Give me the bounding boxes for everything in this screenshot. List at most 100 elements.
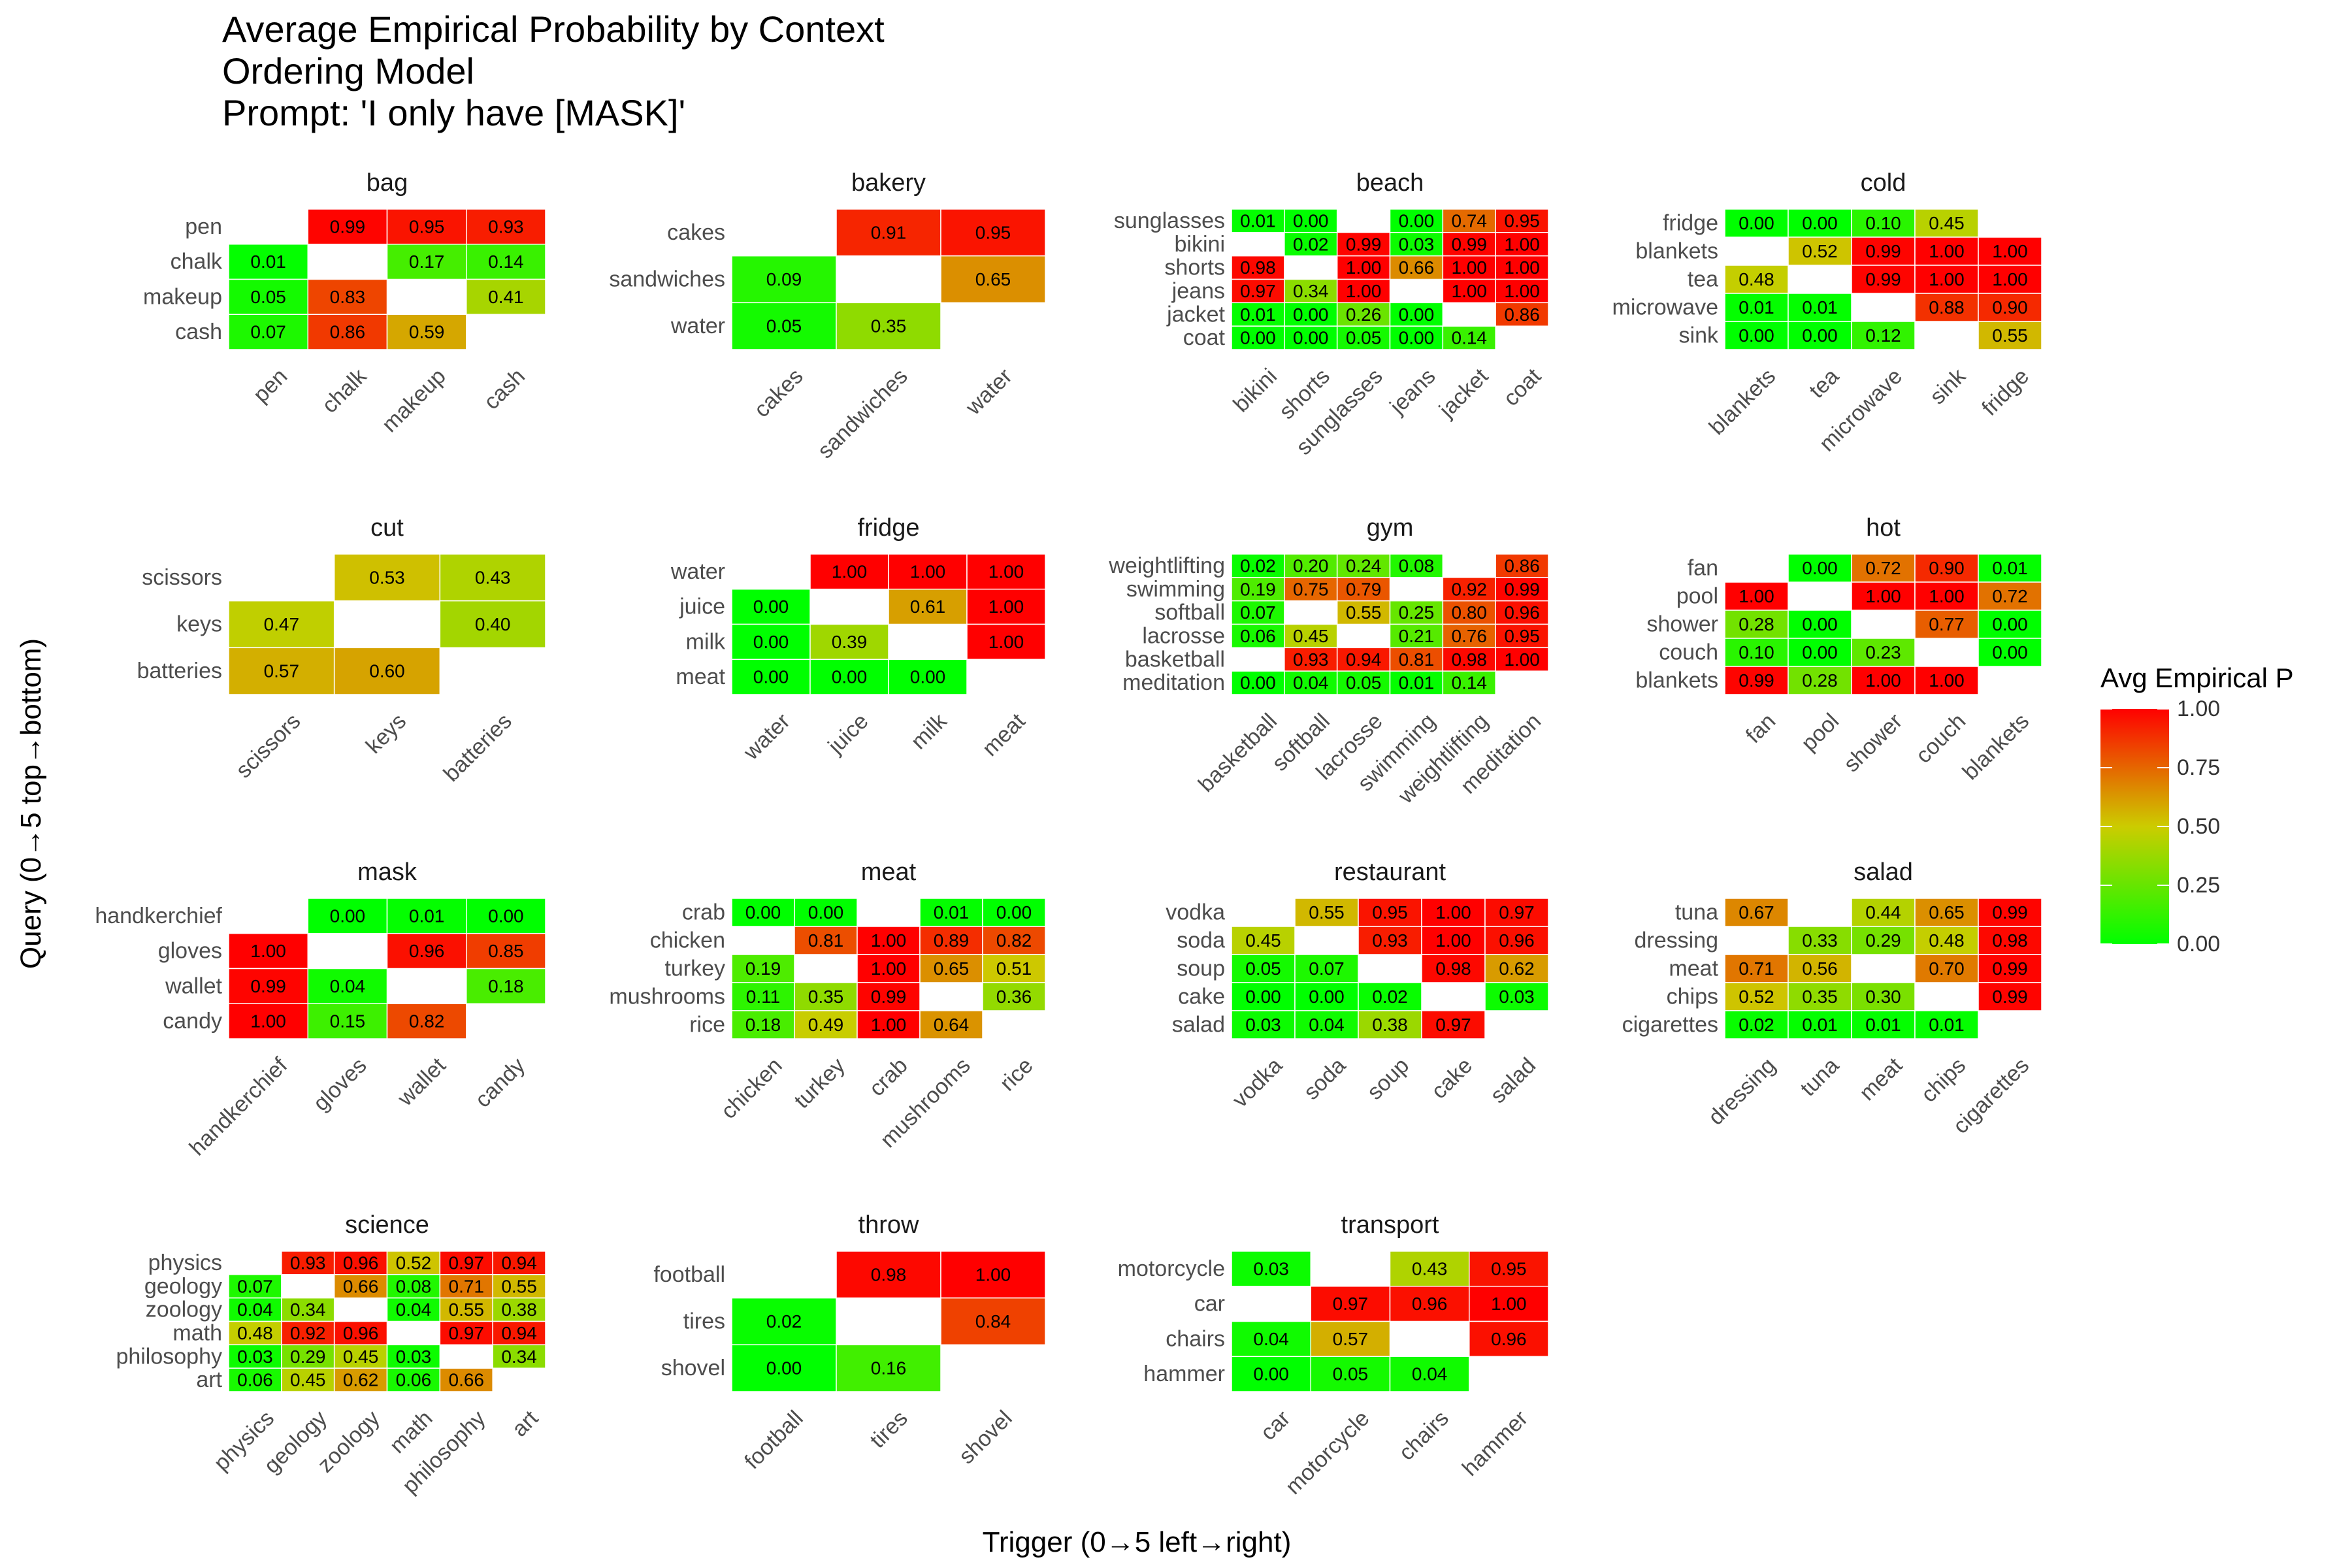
y-tick-label: cigarettes bbox=[1622, 1013, 1718, 1037]
y-tick-label: fridge bbox=[1663, 211, 1718, 236]
x-tick-label: chicken bbox=[716, 1053, 787, 1124]
y-tick-label: sink bbox=[1679, 323, 1719, 348]
cell-value-label: 0.19 bbox=[1240, 579, 1276, 599]
heatmap-cell bbox=[836, 208, 941, 257]
x-axis-label: Trigger (0→5 left→right) bbox=[983, 1526, 1292, 1558]
x-tick-label: blankets bbox=[1705, 364, 1780, 440]
cell-value-label: 1.00 bbox=[871, 958, 907, 979]
y-tick-label: swimming bbox=[1126, 577, 1225, 602]
y-tick-label: art bbox=[196, 1367, 222, 1392]
heatmap-cell bbox=[1284, 208, 1338, 233]
heatmap-cell bbox=[1788, 1010, 1852, 1039]
cell-value-label: 0.34 bbox=[501, 1347, 537, 1367]
x-tick-label: salad bbox=[1486, 1053, 1541, 1108]
heatmap-cell bbox=[1284, 577, 1338, 602]
heatmap-cell bbox=[1495, 255, 1549, 280]
cell-value-label: 0.34 bbox=[1293, 281, 1329, 301]
cell-value-label: 0.48 bbox=[1929, 930, 1965, 951]
x-tick-label: shower bbox=[1839, 709, 1907, 777]
facet-mask: maskhandkerchiefgloveswalletcandyhandker… bbox=[95, 858, 546, 1160]
cell-value-label: 0.00 bbox=[1240, 328, 1276, 348]
cell-value-label: 0.99 bbox=[1504, 579, 1540, 599]
cell-value-label: 0.00 bbox=[745, 902, 781, 923]
facet-salad: saladtunadressingmeatchipscigarettesdres… bbox=[1622, 858, 2042, 1139]
cell-value-label: 0.07 bbox=[237, 1276, 273, 1296]
cell-value-label: 0.00 bbox=[1802, 325, 1838, 346]
facet-meat: meatcrabchickenturkeymushroomsricechicke… bbox=[609, 858, 1046, 1152]
heatmap-cell bbox=[1421, 898, 1486, 927]
y-tick-label: chairs bbox=[1166, 1326, 1225, 1351]
cell-value-label: 0.17 bbox=[409, 252, 445, 272]
y-tick-label: physics bbox=[148, 1250, 222, 1275]
cell-value-label: 0.94 bbox=[501, 1323, 537, 1343]
heatmap-cell bbox=[1495, 553, 1549, 578]
x-tick-label: shovel bbox=[954, 1406, 1017, 1469]
y-tick-label: shorts bbox=[1164, 255, 1225, 280]
cell-value-label: 0.62 bbox=[1499, 958, 1535, 979]
cell-value-label: 1.00 bbox=[1452, 257, 1488, 278]
heatmap-cell bbox=[966, 589, 1046, 625]
cell-value-label: 0.55 bbox=[501, 1276, 537, 1296]
heatmap-cell bbox=[1978, 553, 2042, 583]
x-tick-label: football bbox=[740, 1406, 808, 1474]
heatmap-cell bbox=[1724, 638, 1789, 667]
cell-value-label: 0.01 bbox=[1802, 1015, 1838, 1035]
y-tick-label: shovel bbox=[661, 1356, 725, 1380]
heatmap-cell bbox=[1389, 325, 1444, 350]
facet-strip-label: bag bbox=[367, 169, 408, 197]
heatmap-cell bbox=[386, 314, 467, 350]
heatmap-cell bbox=[731, 659, 811, 695]
heatmap-cell bbox=[1724, 581, 1789, 611]
cell-value-label: 0.98 bbox=[1435, 958, 1471, 979]
cell-value-label: 0.20 bbox=[1293, 555, 1329, 576]
heatmap-cell bbox=[1914, 237, 1979, 266]
cell-value-label: 0.97 bbox=[449, 1252, 485, 1273]
cell-value-label: 0.41 bbox=[488, 287, 524, 307]
y-tick-label: cash bbox=[175, 319, 222, 344]
heatmap-cell bbox=[386, 1297, 441, 1322]
cell-value-label: 0.04 bbox=[237, 1299, 273, 1320]
y-tick-label: keys bbox=[176, 612, 222, 637]
heatmap-cell bbox=[1495, 278, 1549, 304]
cell-value-label: 0.40 bbox=[475, 614, 511, 634]
y-tick-label: milk bbox=[686, 629, 726, 654]
cell-value-label: 0.01 bbox=[1992, 558, 2028, 578]
y-tick-label: water bbox=[670, 314, 725, 338]
cell-value-label: 0.89 bbox=[934, 930, 970, 951]
facet-gym: gym weightliftingswimmingsoftballlacrosse… bbox=[1108, 514, 1549, 809]
x-tick-label: batteries bbox=[439, 709, 517, 787]
heatmap-cell bbox=[1389, 647, 1444, 672]
heatmap-cell bbox=[1336, 255, 1391, 280]
x-tick-label: basketball bbox=[1194, 709, 1282, 797]
y-axis-label: Query (0→5 top→bottom) bbox=[15, 638, 47, 969]
cell-value-label: 0.48 bbox=[1739, 269, 1774, 289]
heatmap-cell bbox=[857, 926, 921, 955]
cell-value-label: 0.71 bbox=[449, 1276, 485, 1296]
cell-value-label: 0.18 bbox=[745, 1015, 781, 1035]
cell-value-label: 0.05 bbox=[766, 316, 802, 336]
cell-value-label: 0.07 bbox=[250, 322, 286, 342]
cell-value-label: 0.03 bbox=[396, 1347, 432, 1367]
cell-value-label: 0.99 bbox=[330, 216, 366, 237]
cell-value-label: 0.00 bbox=[910, 667, 946, 687]
x-tick-label: soda bbox=[1299, 1053, 1350, 1105]
facet-strip-label: cold bbox=[1861, 169, 1906, 197]
cell-value-label: 0.01 bbox=[1739, 297, 1774, 318]
cell-value-label: 0.61 bbox=[910, 596, 946, 617]
cell-value-label: 0.05 bbox=[1346, 328, 1382, 348]
facet-strip-label: gym bbox=[1367, 514, 1414, 542]
cell-value-label: 0.86 bbox=[1504, 304, 1540, 325]
x-tick-label: handkerchief bbox=[185, 1053, 293, 1160]
heatmap-cell bbox=[307, 898, 388, 934]
y-tick-label: geology bbox=[144, 1274, 222, 1299]
x-tick-label: motorcycle bbox=[1281, 1406, 1374, 1499]
cell-value-label: 0.99 bbox=[1992, 902, 2028, 923]
heatmap-cell bbox=[386, 1250, 441, 1275]
heatmap-cell bbox=[1978, 293, 2042, 322]
cell-value-label: 0.04 bbox=[1412, 1364, 1448, 1384]
y-tick-label: football bbox=[653, 1262, 725, 1287]
x-tick-label: hammer bbox=[1458, 1406, 1533, 1481]
y-tick-label: water bbox=[670, 559, 725, 584]
cell-value-label: 0.29 bbox=[1865, 930, 1901, 951]
